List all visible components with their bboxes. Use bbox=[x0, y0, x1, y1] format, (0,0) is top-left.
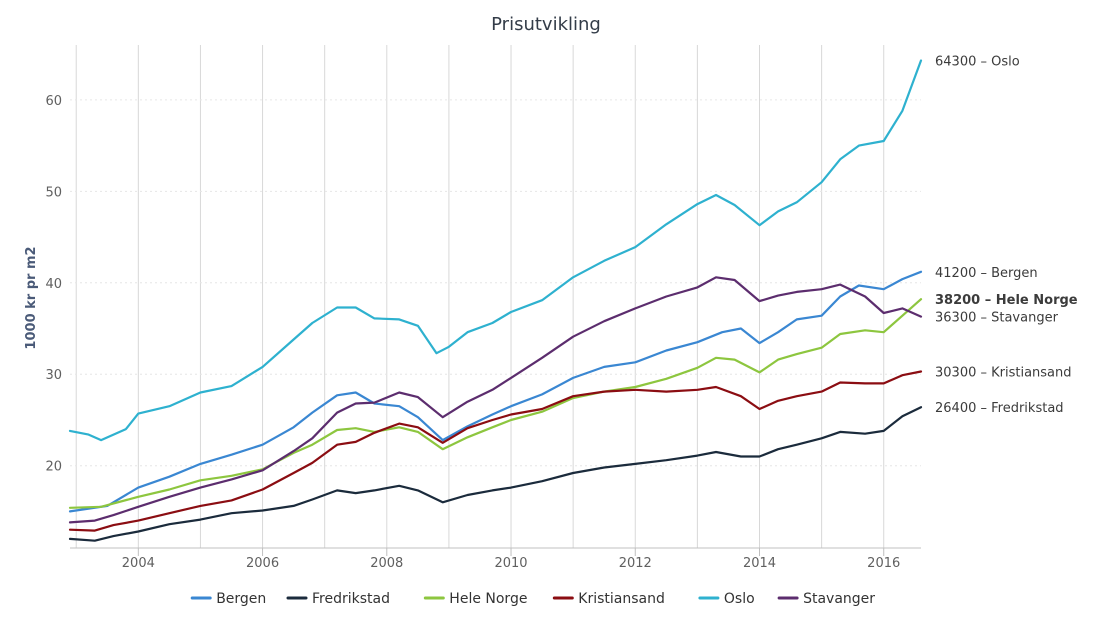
x-tick-label: 2004 bbox=[122, 556, 155, 571]
legend-label: Kristiansand bbox=[578, 591, 665, 607]
series-line-fredrikstad bbox=[68, 406, 923, 542]
end-label-fredrikstad: 26400 – Fredrikstad bbox=[935, 401, 1064, 416]
legend-label: Stavanger bbox=[803, 591, 875, 607]
end-label-stavanger: 36300 – Stavanger bbox=[935, 311, 1059, 326]
series-line-kristiansand bbox=[68, 370, 923, 532]
y-tick-label: 30 bbox=[45, 368, 62, 383]
end-labels: 64300 – Oslo 41200 – Bergen 38200 – Hele N… bbox=[935, 55, 1078, 417]
legend-item-fredrikstad[interactable]: Fredrikstad bbox=[286, 591, 390, 607]
end-label-hele-norge: 38200 – Hele Norge bbox=[935, 293, 1078, 308]
y-tick-label: 50 bbox=[45, 185, 62, 200]
x-tick-label: 2006 bbox=[246, 556, 279, 571]
legend-label: Hele Norge bbox=[449, 591, 527, 607]
legend-label: Bergen bbox=[216, 591, 266, 607]
x-tick-label: 2016 bbox=[867, 556, 900, 571]
legend-item-bergen[interactable]: Bergen bbox=[190, 591, 266, 607]
end-label-kristiansand: 30300 – Kristiansand bbox=[935, 365, 1072, 380]
series-line-stavanger bbox=[68, 276, 923, 524]
legend-item-oslo[interactable]: Oslo bbox=[698, 591, 755, 607]
y-axis-label: 1000 kr pr m2 bbox=[24, 246, 39, 349]
chart-title: Prisutvikling bbox=[491, 14, 601, 35]
legend-item-hele-norge[interactable]: Hele Norge bbox=[423, 591, 527, 607]
legend: Bergen Fredrikstad Hele Norge Kristiansand O… bbox=[190, 591, 875, 607]
axes: 20 30 40 50 60 2004 2006 2008 2010 2012 2014 2016 bbox=[45, 94, 921, 571]
legend-item-stavanger[interactable]: Stavanger bbox=[777, 591, 875, 607]
x-tick-label: 2014 bbox=[743, 556, 776, 571]
y-tick-label: 60 bbox=[45, 94, 62, 109]
series-line-oslo bbox=[68, 59, 923, 442]
grid bbox=[70, 45, 921, 548]
y-tick-label: 20 bbox=[45, 460, 62, 475]
y-tick-label: 40 bbox=[45, 277, 62, 292]
legend-label: Oslo bbox=[724, 591, 755, 607]
end-label-bergen: 41200 – Bergen bbox=[935, 266, 1038, 281]
legend-label: Fredrikstad bbox=[312, 591, 390, 607]
end-label-oslo: 64300 – Oslo bbox=[935, 55, 1020, 70]
series-group bbox=[68, 59, 923, 542]
series-line-bergen bbox=[68, 270, 923, 513]
series-line-hele-norge bbox=[68, 298, 923, 509]
legend-item-kristiansand[interactable]: Kristiansand bbox=[552, 591, 665, 607]
x-tick-label: 2012 bbox=[619, 556, 652, 571]
x-tick-label: 2008 bbox=[370, 556, 403, 571]
x-tick-label: 2010 bbox=[494, 556, 527, 571]
